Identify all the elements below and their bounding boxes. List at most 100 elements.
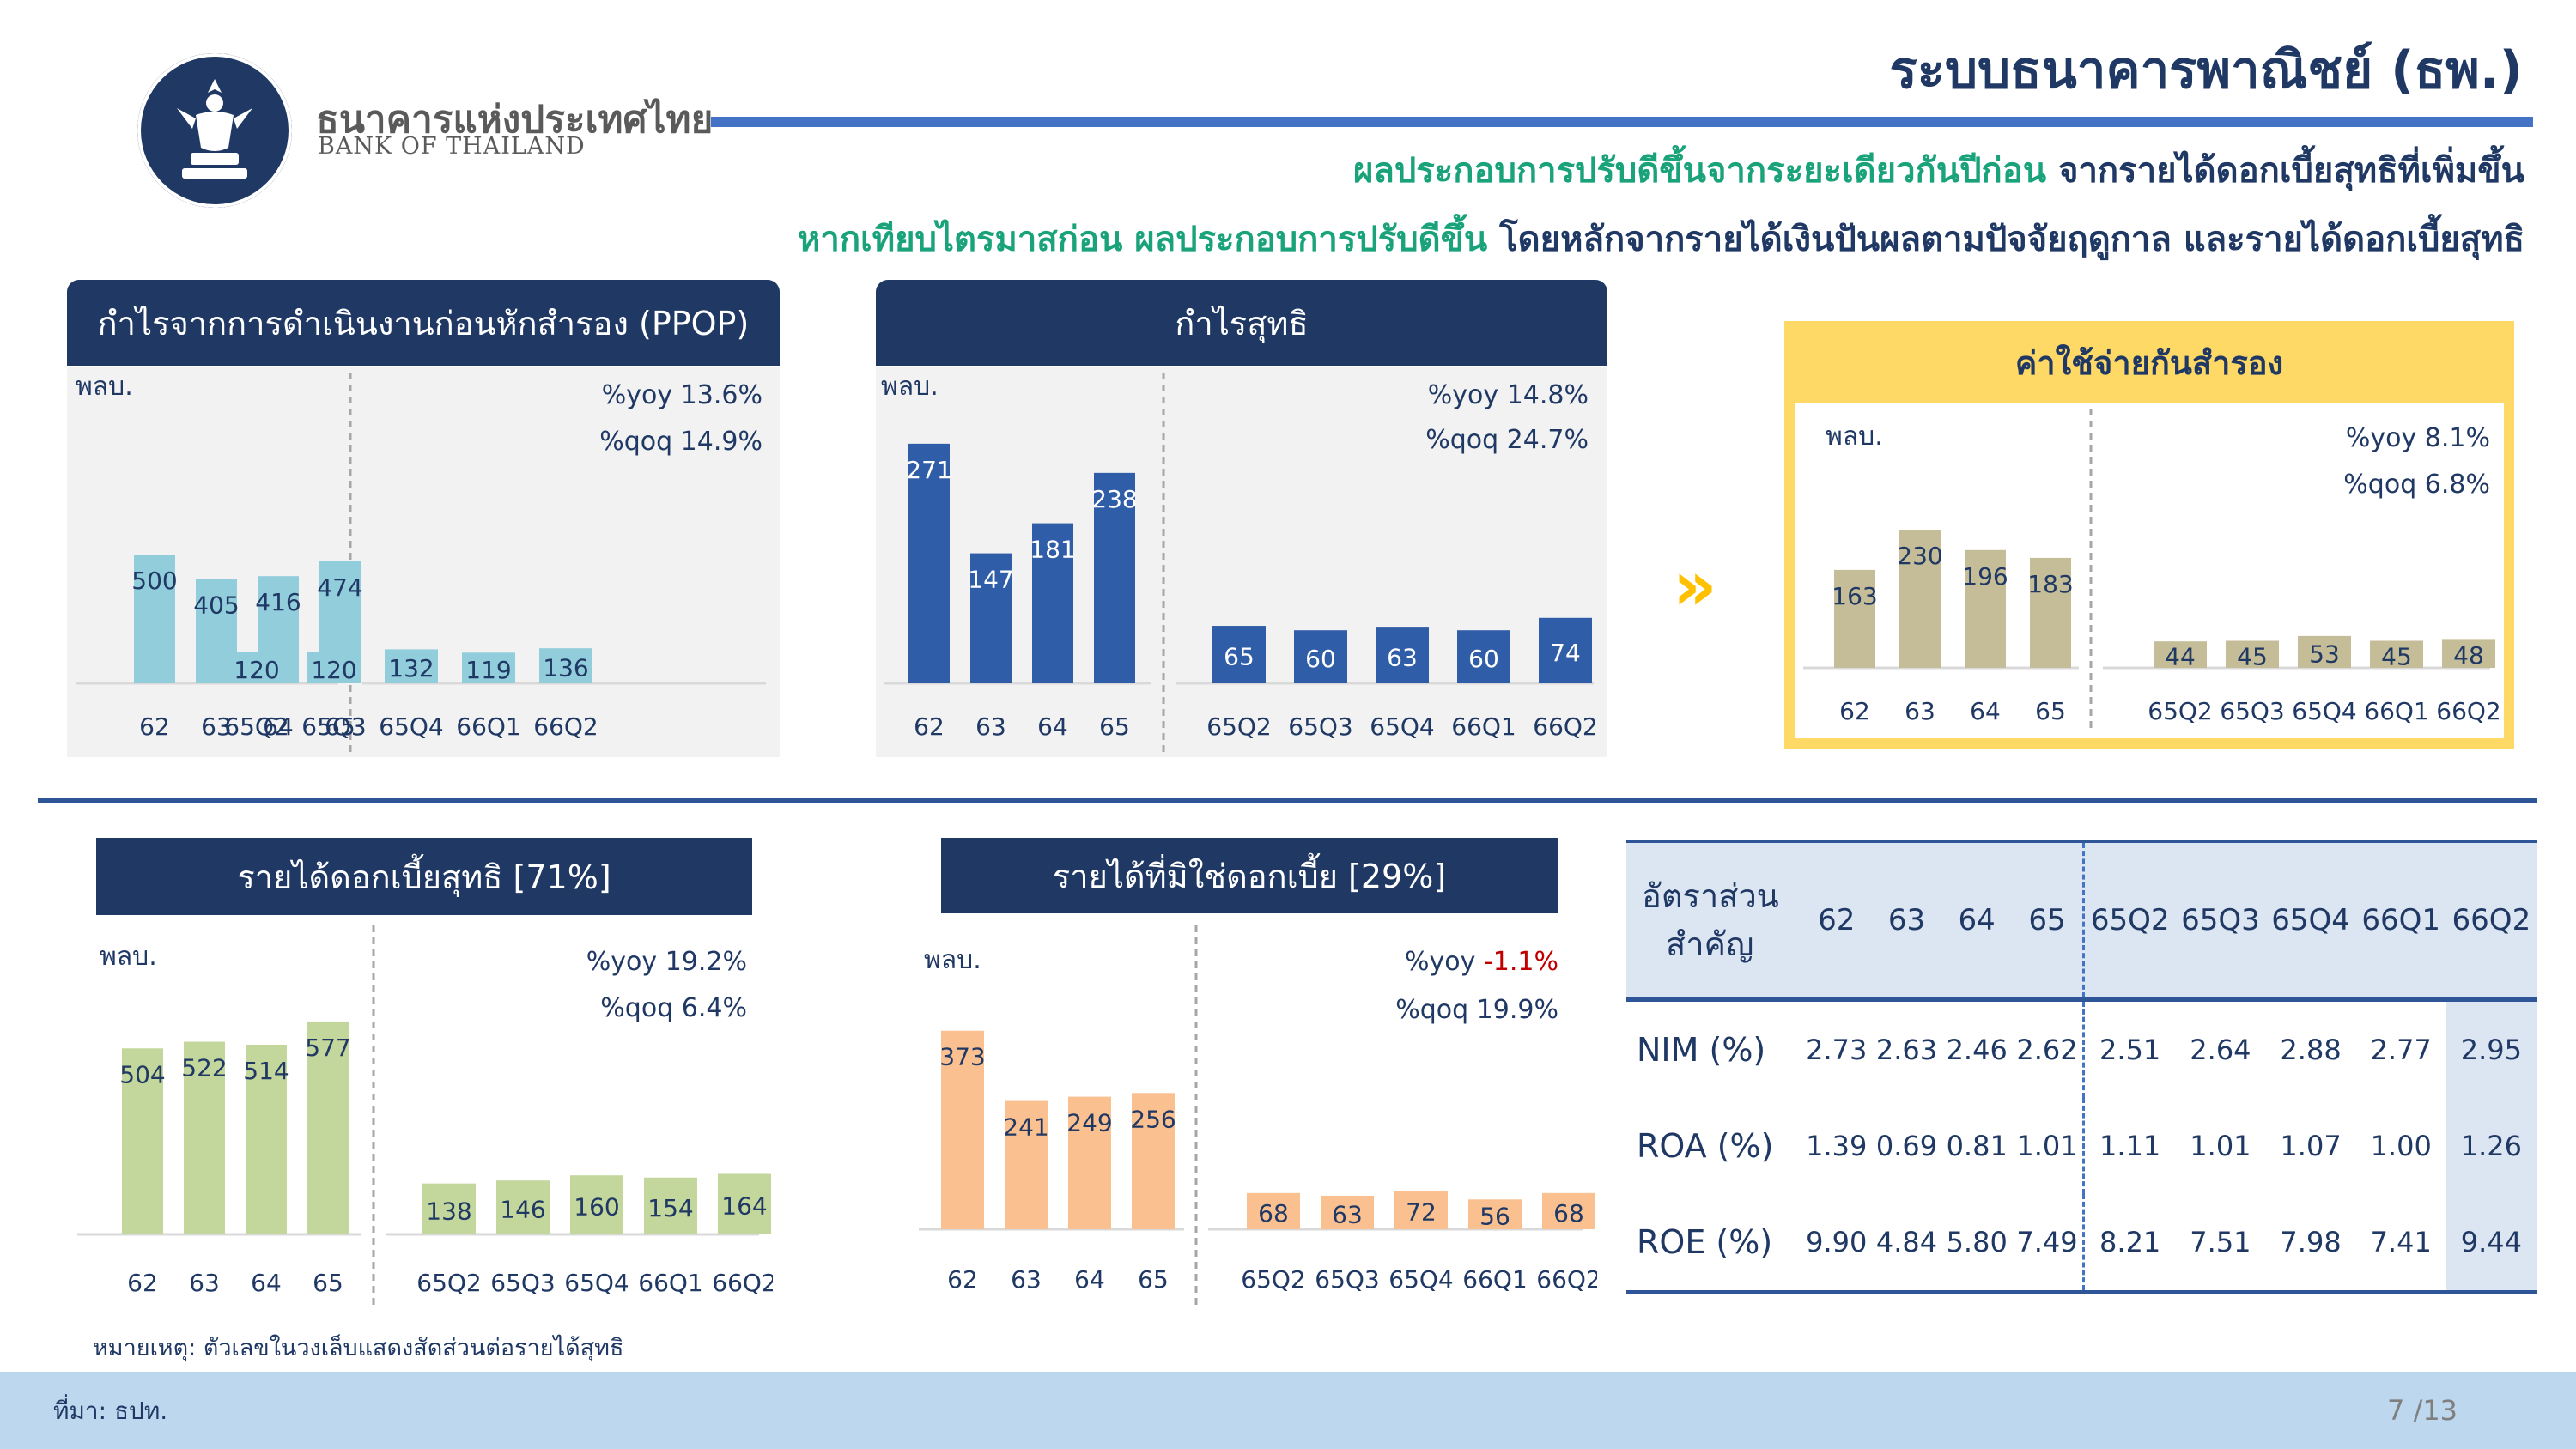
yoy-value: 14.8% (1507, 380, 1589, 410)
quarterly-data-label: 119 (465, 656, 511, 684)
unit-label: พลบ. (76, 372, 133, 402)
quarterly-bar (2154, 641, 2207, 668)
quarterly-tick-label: 65Q4 (1388, 1265, 1453, 1294)
annual-data-label: 405 (193, 591, 239, 620)
annual-bar (2030, 557, 2071, 668)
unit-label: พลบ. (1826, 421, 1883, 452)
quarterly-tick-label: 65Q4 (379, 712, 443, 741)
annual-bar (246, 1044, 287, 1234)
annual-data-label: 577 (305, 1034, 350, 1062)
nii-chart: พลบ. 504 62 522 63 514 64 577 65 138 65Q2 146 65Q3 16… (77, 925, 773, 1310)
quarterly-tick-label: 66Q1 (638, 1269, 702, 1297)
quarterly-bar (1294, 630, 1347, 683)
quarterly-tick-label: 65Q3 (1315, 1265, 1379, 1294)
yoy-label: %yoy 14.8% (1428, 380, 1589, 410)
yoy-label: %yoy 8.1% (2346, 423, 2490, 453)
annual-tick-label: 65 (313, 1269, 343, 1297)
annual-tick-label: 63 (189, 1269, 220, 1297)
annual-data-label: 373 (939, 1043, 985, 1071)
annual-bar (1132, 1093, 1175, 1229)
quarterly-bar (1376, 627, 1429, 683)
annual-tick-label: 62 (914, 712, 945, 741)
quarterly-data-label: 45 (2237, 642, 2268, 670)
subtitle-yoy-highlight: ผลประกอบการปรับดีขึ้นจากระยะเดียวกันปีก่… (1352, 151, 2047, 191)
org-name-th: ธนาคารแห่งประเทศไทย (316, 98, 714, 142)
annual-bar (1899, 530, 1941, 668)
ratio-cell: 0.81 (1946, 1130, 2008, 1162)
quarterly-data-label: 120 (234, 656, 279, 684)
quarterly-tick-label: 65Q2 (416, 1269, 481, 1297)
annual-tick-label: 65 (1099, 712, 1130, 741)
annual-bar (1032, 523, 1073, 683)
quarterly-bar (644, 1177, 697, 1234)
ratio-cell: 1.07 (2280, 1130, 2342, 1162)
quarterly-bar (2442, 639, 2495, 668)
quarterly-data-label: 56 (1479, 1203, 1510, 1231)
ratio-col-header: 64 (1941, 840, 2013, 1000)
subtitle-yoy-detail: จากรายได้ดอกเบี้ยสุทธิที่เพิ่มขึ้น (2046, 151, 2524, 191)
quarterly-tick-label: 65Q2 (224, 712, 289, 741)
annual-data-label: 163 (1832, 582, 1877, 610)
annual-data-label: 256 (1130, 1105, 1176, 1133)
quarterly-tick-label: 65Q2 (1206, 712, 1271, 741)
yoy-value: 13.6% (681, 380, 762, 410)
non-nii-chart: พลบ. 373 62 241 63 249 64 256 65 68 65Q2 63 65Q3 72 65… (919, 925, 1597, 1310)
qoq-label: %qoq 24.7% (1425, 425, 1589, 455)
annual-tick-label: 62 (127, 1269, 158, 1297)
annual-tick-label: 65 (325, 712, 355, 741)
annual-tick-label: 65 (1138, 1265, 1169, 1294)
key-ratio-table: อัตราส่วน สำคัญ 62 63 64 65 65Q2 65Q3 65Q… (1626, 840, 2537, 1294)
chevron-right-icon: » (1673, 546, 1717, 626)
quarterly-bar (2370, 640, 2423, 668)
quarterly-data-label: 154 (647, 1194, 693, 1222)
yoy-label: %yoy -1.1% (1405, 947, 1558, 977)
provision-chart: พลบ. 163 62 230 63 196 64 183 65 44 65Q2 45 65Q3 53 65… (1803, 409, 2501, 733)
ratio-cell: 5.80 (1941, 1194, 2013, 1294)
quarterly-data-label: 65 (1224, 643, 1255, 671)
quarterly-tick-label: 66Q1 (1462, 1265, 1527, 1294)
ratio-row-label: ROA (%) (1637, 1127, 1774, 1165)
annual-tick-label: 62 (947, 1265, 978, 1294)
annual-bar (1965, 549, 2006, 668)
ratio-col-header: 66Q2 (2445, 840, 2537, 1000)
annual-data-label: 500 (131, 567, 177, 595)
quarterly-tick-label: 66Q1 (456, 712, 520, 741)
annual-bar (1834, 569, 1875, 668)
quarterly-bar (718, 1173, 771, 1234)
ratio-cell: 1.00 (2370, 1130, 2432, 1162)
quarterly-data-label: 138 (426, 1197, 471, 1225)
quarterly-data-label: 132 (388, 654, 434, 682)
profit-chart: พลบ. 271 62 147 63 181 64 238 65 65 65Q2 60 65Q3 63 65… (881, 372, 1598, 752)
quarterly-data-label: 68 (1258, 1199, 1289, 1228)
ratio-cell: 2.51 (2083, 997, 2176, 1098)
ratio-cell: 2.88 (2265, 997, 2356, 1098)
footer-bar (0, 1372, 2576, 1449)
annual-bar (122, 1048, 163, 1234)
quarterly-bar (1539, 617, 1592, 683)
annual-bar (134, 555, 175, 683)
footnote: หมายเหตุ: ตัวเลขในวงเล็บแสดงสัดส่วนต่อรา… (93, 1335, 624, 1361)
ppop-panel-header: กำไรจากการดำเนินงานก่อนหักสำรอง (PPOP) (67, 280, 780, 366)
quarterly-bar (230, 652, 283, 683)
annual-data-label: 249 (1066, 1109, 1112, 1137)
non-nii-panel-header: รายได้ที่มิใช่ดอกเบี้ย [29%] (941, 838, 1558, 913)
provision-panel-header: ค่าใช้จ่ายกันสำรอง (2014, 343, 2284, 382)
ratio-cell-latest: 2.95 (2445, 997, 2537, 1098)
annual-data-label: 514 (243, 1057, 289, 1085)
ratio-cell: 0.69 (1875, 1130, 1938, 1162)
quarterly-tick-label: 65Q3 (2220, 697, 2284, 725)
annual-data-label: 241 (1003, 1113, 1048, 1142)
ratio-cell: 1.39 (1806, 1130, 1868, 1162)
nii-panel-header: รายได้ดอกเบี้ยสุทธิ [71%] (96, 838, 752, 915)
quarterly-tick-label: 66Q1 (1451, 712, 1516, 741)
quarterly-tick-label: 66Q2 (533, 712, 598, 741)
quarterly-tick-label: 66Q2 (712, 1269, 773, 1297)
quarterly-bar (307, 652, 361, 683)
annual-data-label: 238 (1091, 485, 1137, 513)
ratio-cell: 1.11 (2099, 1130, 2161, 1162)
ratio-cell: 7.98 (2265, 1194, 2356, 1294)
annual-data-label: 474 (317, 573, 362, 602)
ratio-cell-latest: 9.44 (2445, 1194, 2537, 1294)
quarterly-bar (462, 652, 515, 683)
ratio-cell: 2.46 (1941, 997, 2013, 1098)
